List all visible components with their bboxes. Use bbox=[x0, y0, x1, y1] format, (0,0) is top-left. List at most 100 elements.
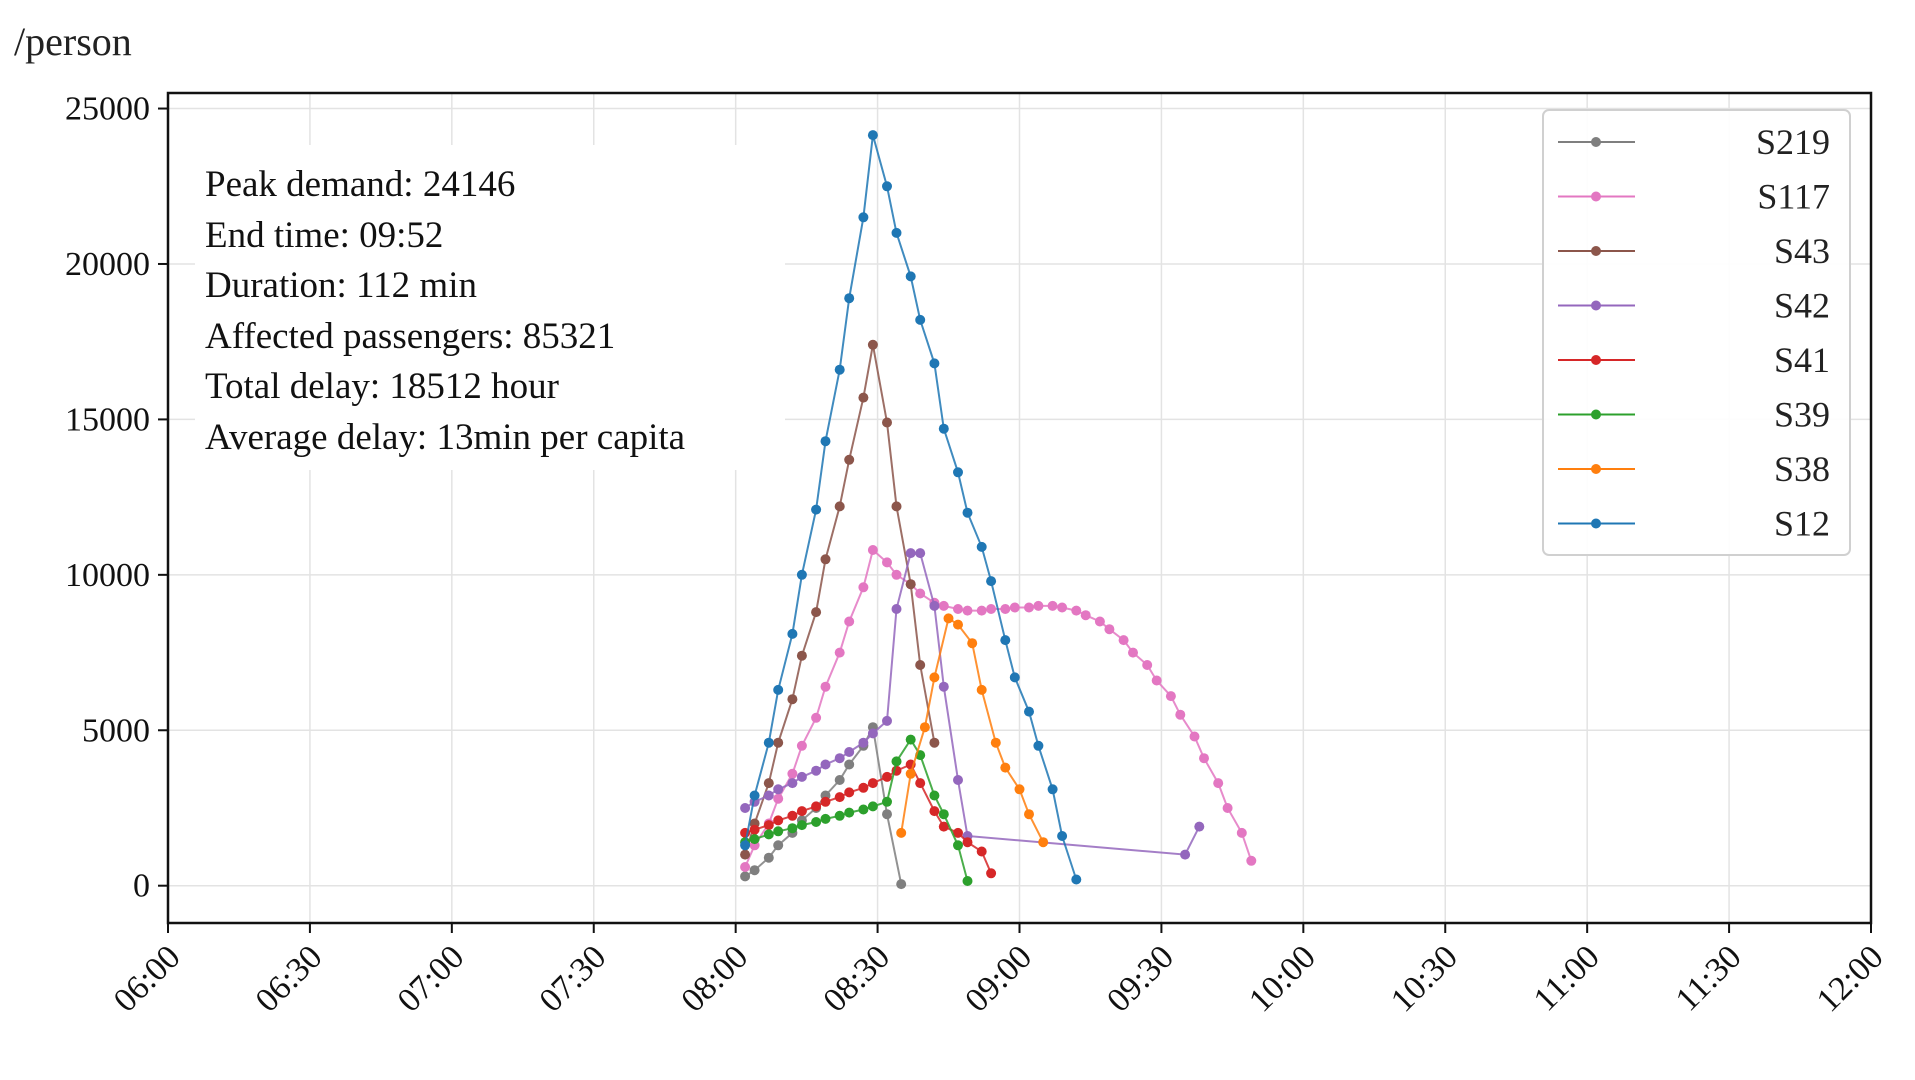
data-point-S43 bbox=[844, 454, 855, 465]
data-point-S117 bbox=[1047, 600, 1058, 611]
data-point-S12 bbox=[858, 212, 869, 223]
data-point-S12 bbox=[834, 364, 845, 375]
data-point-S41 bbox=[844, 787, 855, 798]
data-point-S12 bbox=[844, 293, 855, 304]
data-point-S117 bbox=[820, 681, 831, 692]
legend-frame bbox=[1542, 109, 1851, 556]
data-point-S38 bbox=[1000, 762, 1011, 773]
data-point-S117 bbox=[1175, 709, 1186, 720]
data-point-S41 bbox=[834, 792, 845, 803]
legend-swatch-marker bbox=[1591, 300, 1601, 311]
data-point-S43 bbox=[915, 660, 926, 670]
data-point-S117 bbox=[1151, 675, 1162, 686]
legend-swatch-marker bbox=[1591, 246, 1601, 256]
data-point-S12 bbox=[986, 576, 997, 587]
series-S42 bbox=[740, 548, 1205, 860]
data-point-S41 bbox=[811, 801, 822, 812]
data-point-S39 bbox=[938, 809, 949, 820]
data-point-S42 bbox=[929, 600, 940, 611]
legend-entry-label: S43 bbox=[1774, 231, 1830, 271]
data-point-S42 bbox=[834, 753, 845, 764]
data-point-S42 bbox=[882, 715, 892, 726]
data-point-S117 bbox=[811, 712, 822, 723]
data-point-S12 bbox=[867, 130, 878, 141]
data-point-S39 bbox=[929, 790, 940, 801]
data-point-S219 bbox=[882, 809, 892, 820]
y-tick-label: 25000 bbox=[65, 91, 150, 128]
data-point-S38 bbox=[929, 672, 940, 683]
data-point-S117 bbox=[1236, 827, 1247, 838]
data-point-S39 bbox=[844, 807, 855, 818]
data-point-S117 bbox=[1128, 647, 1138, 658]
data-point-S12 bbox=[820, 436, 831, 447]
series-lines bbox=[740, 130, 1257, 890]
data-point-S41 bbox=[953, 827, 963, 838]
data-point-S42 bbox=[858, 737, 869, 748]
data-point-S42 bbox=[740, 803, 751, 813]
data-point-S42 bbox=[915, 548, 926, 559]
data-point-S38 bbox=[943, 613, 954, 624]
data-point-S117 bbox=[1094, 616, 1105, 627]
data-point-S12 bbox=[811, 504, 822, 515]
data-point-S117 bbox=[740, 862, 751, 872]
y-tick-label: 0 bbox=[133, 868, 150, 905]
annotation-end-time: End time: 09:52 bbox=[205, 215, 443, 256]
data-point-S42 bbox=[953, 775, 963, 785]
data-point-S117 bbox=[1009, 602, 1020, 613]
data-point-S12 bbox=[763, 737, 774, 748]
data-point-S38 bbox=[967, 638, 978, 649]
data-point-S41 bbox=[858, 782, 869, 793]
y-tick-label: 20000 bbox=[65, 246, 150, 283]
data-point-S117 bbox=[796, 740, 807, 751]
data-point-S39 bbox=[787, 823, 798, 834]
data-point-S12 bbox=[953, 467, 963, 478]
data-point-S38 bbox=[905, 768, 916, 779]
data-point-S117 bbox=[773, 793, 784, 804]
x-tick-label: 07:00 bbox=[391, 938, 472, 1019]
x-tick-label: 08:30 bbox=[816, 938, 897, 1019]
data-point-S12 bbox=[938, 423, 949, 434]
data-point-S219 bbox=[773, 840, 784, 851]
data-point-S43 bbox=[882, 417, 892, 428]
data-point-S42 bbox=[867, 728, 878, 739]
data-point-S39 bbox=[834, 810, 845, 821]
data-point-S43 bbox=[820, 554, 831, 565]
data-point-S219 bbox=[896, 879, 907, 890]
data-point-S39 bbox=[882, 796, 892, 807]
data-point-S117 bbox=[953, 604, 963, 614]
data-point-S39 bbox=[953, 840, 963, 851]
annotation-duration: Duration: 112 min bbox=[205, 265, 477, 306]
data-point-S42 bbox=[820, 759, 831, 770]
legend-swatch-marker bbox=[1591, 191, 1601, 202]
data-point-S43 bbox=[787, 694, 798, 705]
data-point-S42 bbox=[773, 784, 784, 795]
data-point-S117 bbox=[1189, 731, 1200, 742]
y-tick-label: 10000 bbox=[65, 557, 150, 594]
data-point-S43 bbox=[891, 501, 902, 512]
data-point-S42 bbox=[905, 548, 916, 559]
x-tick-label: 08:00 bbox=[674, 938, 755, 1019]
data-point-S42 bbox=[1180, 849, 1191, 860]
x-tick-label: 06:00 bbox=[107, 938, 188, 1019]
data-point-S41 bbox=[915, 778, 926, 789]
data-point-S39 bbox=[905, 734, 916, 745]
data-point-S41 bbox=[929, 806, 940, 817]
data-point-S38 bbox=[1024, 809, 1034, 820]
data-point-S41 bbox=[749, 824, 760, 835]
data-point-S219 bbox=[763, 852, 774, 863]
data-point-S41 bbox=[938, 821, 949, 832]
annotation-total-delay: Total delay: 18512 hour bbox=[205, 366, 559, 407]
data-point-S38 bbox=[990, 737, 1001, 748]
data-point-S117 bbox=[1080, 610, 1091, 621]
data-point-S117 bbox=[976, 605, 987, 616]
data-point-S117 bbox=[1142, 660, 1153, 670]
data-point-S117 bbox=[1118, 635, 1129, 646]
data-point-S219 bbox=[844, 759, 855, 770]
data-point-S39 bbox=[749, 834, 760, 845]
x-tick-label: 07:30 bbox=[532, 938, 613, 1019]
data-point-S12 bbox=[929, 358, 940, 369]
data-point-S117 bbox=[1057, 602, 1068, 613]
data-point-S43 bbox=[867, 339, 878, 350]
x-tick-label: 06:30 bbox=[249, 938, 330, 1019]
data-point-S12 bbox=[1047, 784, 1058, 795]
